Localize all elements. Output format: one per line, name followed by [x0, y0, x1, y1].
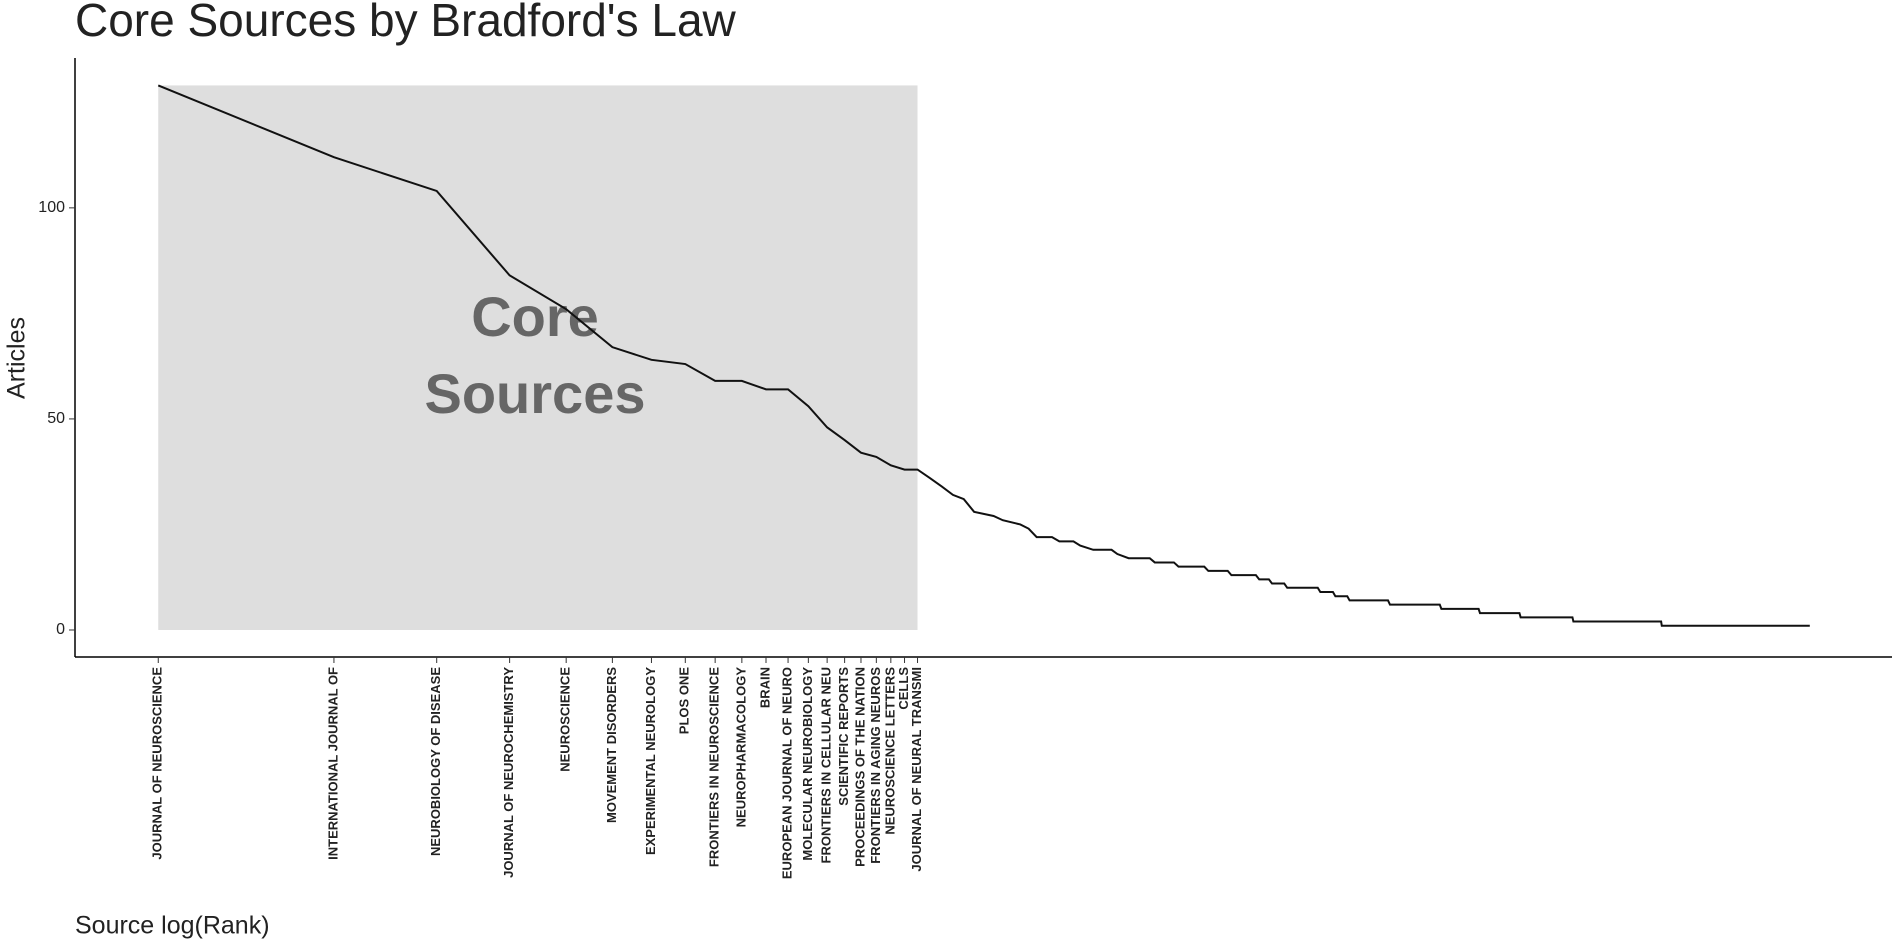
y-axis-label: Articles [3, 317, 31, 399]
data-line [157, 84, 1810, 627]
chart-title: Core Sources by Bradford's Law [75, 0, 737, 46]
x-tick-label: PLOS ONE [677, 667, 692, 735]
x-tick-label: FRONTIERS IN AGING NEUROS [868, 667, 883, 864]
x-tick-label: JOURNAL OF NEUROCHEMISTRY [501, 667, 516, 878]
x-tick-label: NEUROBIOLOGY OF DISEASE [428, 667, 443, 856]
x-tick-label: CELLS [896, 667, 911, 710]
y-tick-label: 0 [56, 621, 65, 638]
x-tick-label: SCIENTIFIC REPORTS [836, 667, 851, 806]
x-tick-label: NEUROSCIENCE LETTERS [882, 667, 897, 835]
x-tick-label: FRONTIERS IN CELLULAR NEU [819, 667, 834, 863]
x-axis-label: Source log(Rank) [75, 912, 270, 940]
x-tick-label: FRONTIERS IN NEUROSCIENCE [707, 667, 722, 867]
x-tick-label: INTERNATIONAL JOURNAL OF [325, 667, 340, 860]
x-tick-label: EUROPEAN JOURNAL OF NEURO [779, 667, 794, 879]
x-tick-label: NEUROSCIENCE [558, 667, 573, 772]
x-tick-label: JOURNAL OF NEUROSCIENCE [150, 667, 165, 860]
x-tick-label: BRAIN [757, 667, 772, 708]
x-tick-label: NEUROPHARMACOLOGY [733, 667, 748, 828]
core-label: Core [471, 285, 599, 348]
y-tick-label: 50 [47, 410, 65, 427]
x-tick-label: EXPERIMENTAL NEUROLOGY [643, 667, 658, 855]
x-tick-label: MOVEMENT DISORDERS [604, 667, 619, 823]
y-tick-label: 100 [38, 199, 65, 216]
x-tick-label: JOURNAL OF NEURAL TRANSMI [909, 667, 924, 872]
core-zone [158, 85, 918, 630]
x-tick-label: MOLECULAR NEUROBIOLOGY [800, 667, 815, 861]
x-tick-label: PROCEEDINGS OF THE NATION [852, 667, 867, 867]
core-label: Sources [425, 362, 646, 425]
